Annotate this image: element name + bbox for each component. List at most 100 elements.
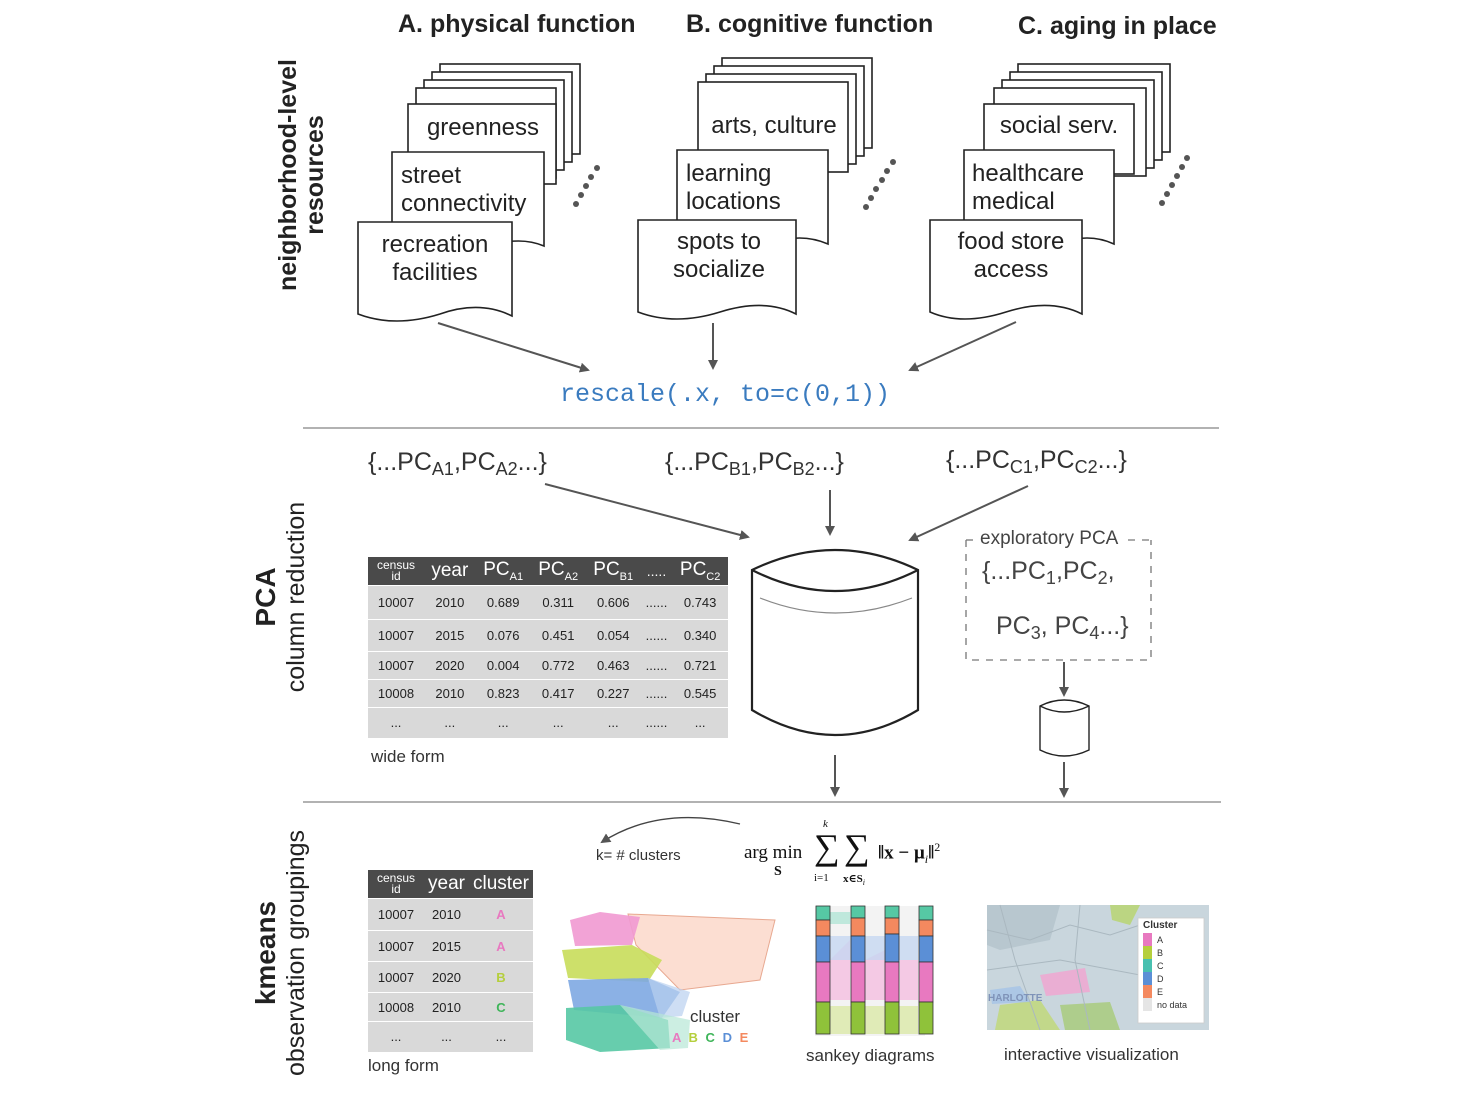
exploratory-pca-title: exploratory PCA: [978, 528, 1121, 550]
doc-stack-physical: [357, 63, 581, 322]
database-cylinder-small: [1039, 699, 1090, 757]
map-legend-label: C: [1157, 960, 1164, 971]
formula-sum-1: ∑: [814, 827, 840, 867]
k-clusters-label: k= # clusters: [596, 847, 681, 864]
cluster-hull-b: [562, 945, 662, 982]
table-row: 10007 2015 0.076 0.451 0.054...... 0.340: [368, 619, 728, 652]
formula-k: k: [823, 818, 828, 830]
scatter-cluster-legend: A B C D E: [672, 1030, 750, 1045]
wide-form-table: census id year PCA1 PCA2 PCB1 ..... PCC2 …: [368, 557, 728, 738]
ellipsis-dots-aging: [1159, 155, 1190, 206]
table-row: 10007 2010 A: [368, 898, 533, 931]
pc-set-c: {...PCC1,PCC2...}: [946, 446, 1127, 477]
map-legend-swatch: [1143, 972, 1152, 985]
doc-label-arts-culture: arts, culture: [711, 112, 837, 139]
header-cognitive-function: B. cognitive function: [686, 10, 934, 38]
header-physical-function: A. physical function: [398, 10, 636, 38]
wide-header-pc-a1: PCA1: [475, 557, 531, 586]
formula-argmin: arg min: [744, 842, 803, 863]
formula-i1: i=1: [814, 872, 829, 884]
wide-table-header: census id year PCA1 PCA2 PCB1 ..... PCC2: [368, 557, 728, 586]
long-header-cluster: cluster: [468, 870, 533, 899]
long-header-year: year: [424, 870, 469, 899]
ellipsis-dots-physical: [573, 165, 600, 207]
formula-sum-2: ∑: [844, 827, 870, 867]
sankey-bar-4: [918, 905, 934, 1035]
exploratory-pca-box: [965, 539, 1152, 661]
map-legend-item: A: [1143, 933, 1205, 946]
arrow-pca-a: [544, 483, 750, 540]
doc-label-social-serv: social serv.: [999, 112, 1119, 139]
map-city-label: HARLOTTE: [988, 993, 1043, 1004]
arrow-pca-c: [908, 485, 1029, 542]
map-legend-swatch: [1143, 959, 1152, 972]
cluster-hull-c-light: [620, 1005, 690, 1050]
doc-label-greenness: greenness: [426, 114, 540, 141]
wide-header-pc-c2: PCC2: [672, 557, 728, 586]
table-row: 10007 2020 B: [368, 961, 533, 993]
long-form-caption: long form: [368, 1056, 439, 1075]
long-table-header: census id year cluster: [368, 870, 533, 899]
map-legend-label: A: [1157, 934, 1164, 945]
doc-label-healthcare-medical: healthcare medical: [972, 160, 1085, 215]
map-legend-swatch: [1143, 998, 1152, 1011]
wide-header-pc-b1: PCB1: [585, 557, 641, 586]
map-legend-item: E: [1143, 985, 1205, 998]
legend-letter-c: C: [705, 1030, 717, 1045]
pc-set-a: {...PCA1,PCA2...}: [368, 448, 547, 479]
ellipsis-dots-cognitive: [863, 159, 896, 210]
formula-body: ‖x − μ: [878, 842, 925, 864]
doc-label-learning-locations: learning locations: [686, 160, 781, 215]
wide-header-census-id: census id: [368, 557, 424, 586]
map-legend-label: E: [1157, 986, 1164, 997]
doc-stack-cognitive: [637, 57, 873, 320]
wide-form-caption: wide form: [371, 747, 445, 766]
sankey-bar-1: [815, 905, 831, 1035]
sankey-caption: sankey diagrams: [806, 1046, 935, 1065]
sankey-bar-3: [884, 905, 900, 1035]
map-legend-title: Cluster: [1143, 920, 1178, 931]
doc-label-spots-to-socialize: spots to socialize: [672, 228, 766, 283]
map-legend-item: C: [1143, 959, 1205, 972]
sankey-diagram: [815, 906, 925, 1036]
doc-label-recreation-facilities: recreation facilities: [381, 231, 489, 286]
cluster-scatter-plot: [562, 912, 776, 1052]
pc-set-b: {...PCB1,PCB2...}: [665, 448, 844, 479]
kmeans-formula: arg min S k ∑ i=1 ∑ x∈Si ‖x − μi‖2: [744, 818, 941, 888]
table-row: 10007 2010 0.689 0.311 0.606...... 0.743: [368, 585, 728, 620]
map-legend-swatch: [1143, 985, 1152, 998]
long-header-census-id: census id: [368, 870, 424, 899]
formula-xs: x∈S: [843, 873, 863, 885]
table-row: ........................: [368, 707, 728, 738]
interactive-map: [986, 904, 1209, 1031]
legend-letter-b: B: [688, 1030, 700, 1045]
wide-header-year: year: [424, 557, 476, 586]
doc-stack-aging: [929, 63, 1171, 320]
sankey-bar-2: [850, 905, 866, 1035]
interactive-caption: interactive visualization: [1004, 1045, 1179, 1064]
cluster-hull-e: [627, 913, 776, 991]
map-legend-label: no data: [1157, 999, 1188, 1010]
arrow-c-to-rescale: [908, 321, 1017, 372]
map-legend-item: B: [1143, 946, 1205, 959]
cluster-hull-d-light: [648, 978, 690, 1018]
table-row: 10008 2010 0.823 0.417 0.227...... 0.545: [368, 679, 728, 708]
table-row: 10007 2015 A: [368, 930, 533, 962]
rescale-code: rescale(.x, to=c(0,1)): [560, 380, 891, 409]
wide-header-ellipsis: .....: [640, 557, 673, 586]
table-row: 10008 2010 C: [368, 992, 533, 1022]
doc-label-street-connectivity: street connectivity: [401, 162, 527, 217]
exploratory-pc-line1: {...PC1,PC2,: [982, 557, 1115, 588]
legend-letter-d: D: [722, 1030, 734, 1045]
header-aging-in-place: C. aging in place: [1018, 12, 1217, 40]
exploratory-pc-line2: PC3, PC4...}: [996, 612, 1129, 643]
map-legend-item: D: [1143, 972, 1205, 985]
legend-letter-e: E: [739, 1030, 751, 1045]
formula-s: S: [774, 864, 782, 879]
long-form-table: census id year cluster 10007 2010 A 10007 20…: [368, 870, 533, 1052]
arrow-formula-to-k: [600, 816, 741, 844]
table-row: .........: [368, 1021, 533, 1052]
database-cylinder-large: [750, 548, 920, 737]
